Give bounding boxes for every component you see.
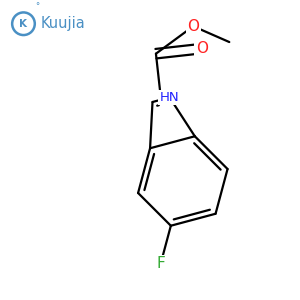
Text: HN: HN — [160, 91, 179, 104]
Text: Kuujia: Kuujia — [40, 16, 85, 31]
Text: K: K — [20, 19, 28, 29]
Text: °: ° — [36, 2, 40, 11]
Text: O: O — [187, 19, 199, 34]
Text: O: O — [196, 41, 208, 56]
Text: F: F — [156, 256, 165, 271]
